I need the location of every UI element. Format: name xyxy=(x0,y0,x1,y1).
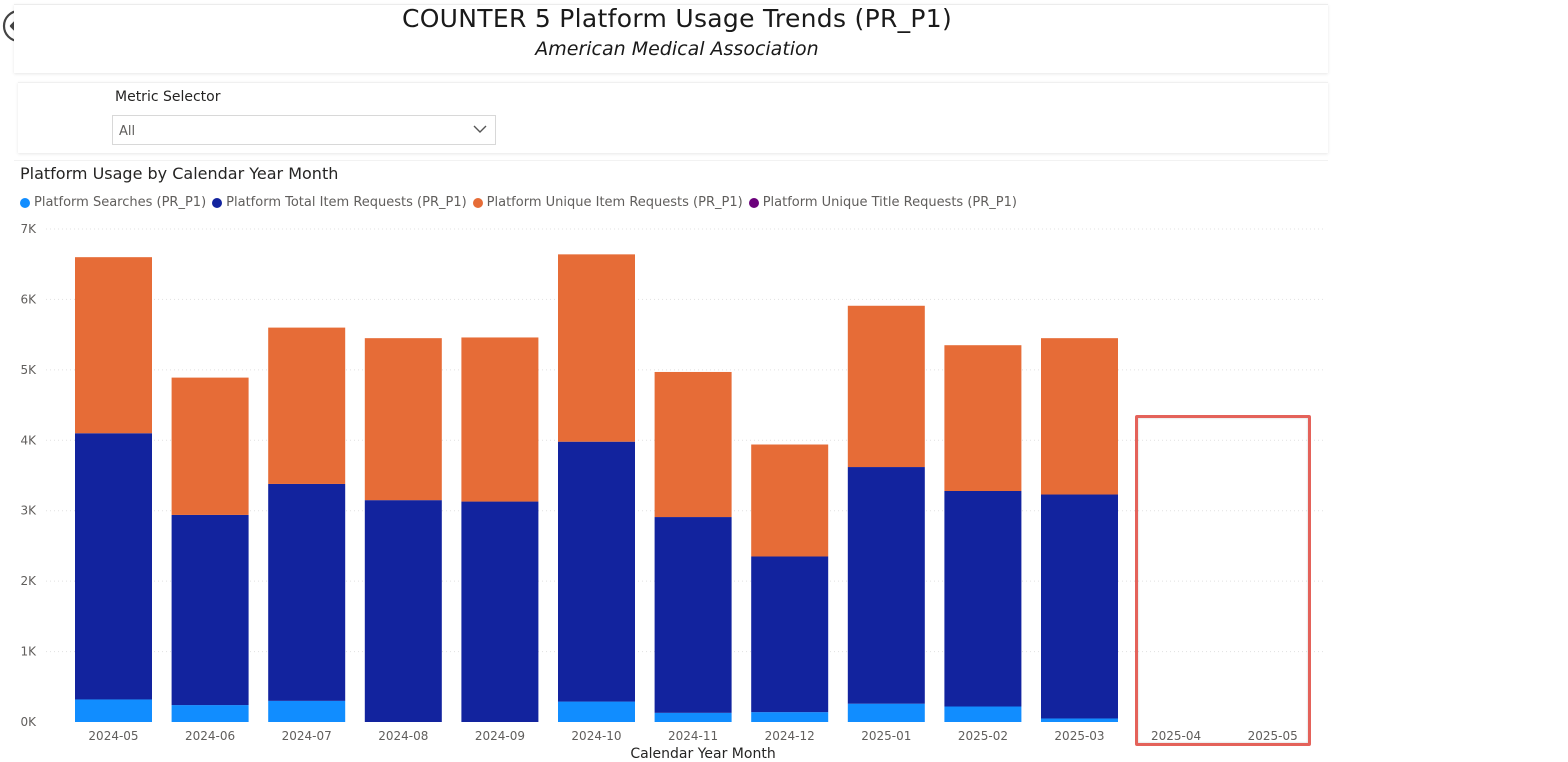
bar-segment[interactable] xyxy=(558,701,635,722)
bar-segment[interactable] xyxy=(751,712,829,722)
x-tick-label: 2025-05 xyxy=(1248,729,1298,743)
metric-selector-value: All xyxy=(119,124,136,139)
x-tick-label: 2024-07 xyxy=(282,729,332,743)
bar-segment[interactable] xyxy=(751,444,829,557)
legend-item[interactable]: Platform Total Item Requests (PR_P1) xyxy=(212,195,467,210)
x-tick-label: 2024-11 xyxy=(668,729,718,743)
bar-segment[interactable] xyxy=(364,338,442,501)
y-tick-label: 1K xyxy=(20,645,37,659)
page-subtitle: American Medical Association xyxy=(535,38,819,60)
bar-segment[interactable] xyxy=(268,327,346,484)
x-tick-label: 2025-04 xyxy=(1151,729,1201,743)
bar-segment[interactable] xyxy=(654,371,732,518)
x-tick-label: 2024-10 xyxy=(571,729,621,743)
bar-segment[interactable] xyxy=(171,705,249,722)
bar-segment[interactable] xyxy=(75,699,152,722)
chart-title: Platform Usage by Calendar Year Month xyxy=(20,164,339,183)
y-tick-label: 4K xyxy=(20,433,37,447)
bar-segment[interactable] xyxy=(171,377,249,515)
bar-segment[interactable] xyxy=(1041,494,1118,719)
bar-segment[interactable] xyxy=(75,257,152,434)
bar-segment[interactable] xyxy=(944,490,1022,707)
x-tick-label: 2024-08 xyxy=(378,729,428,743)
x-tick-label: 2024-12 xyxy=(765,729,815,743)
chart-legend: Platform Searches (PR_P1) Platform Total … xyxy=(20,195,1023,210)
legend-item[interactable]: Platform Unique Title Requests (PR_P1) xyxy=(748,195,1017,210)
legend-dot-icon xyxy=(20,197,30,208)
legend-label: Platform Total Item Requests (PR_P1) xyxy=(226,195,467,210)
x-tick-label: 2024-05 xyxy=(88,729,138,743)
y-tick-label: 5K xyxy=(20,363,37,377)
x-tick-label: 2025-01 xyxy=(861,729,911,743)
bar-segment[interactable] xyxy=(75,433,152,700)
highlight-annotation-box xyxy=(1135,415,1311,746)
y-tick-label: 6K xyxy=(20,292,37,306)
bar-segment[interactable] xyxy=(1041,718,1118,722)
legend-dot-icon xyxy=(748,197,759,208)
legend-label: Platform Unique Title Requests (PR_P1) xyxy=(762,195,1017,210)
bar-segment[interactable] xyxy=(654,712,732,722)
bar-segment[interactable] xyxy=(751,556,829,713)
y-tick-label: 0K xyxy=(20,715,37,729)
filter-panel: Metric Selector All xyxy=(18,82,1328,153)
bar-segment[interactable] xyxy=(268,700,346,722)
x-axis-title: Calendar Year Month xyxy=(630,746,775,761)
bar-segment[interactable] xyxy=(268,483,346,701)
bar-segment[interactable] xyxy=(461,337,539,502)
bar-segment[interactable] xyxy=(364,500,442,722)
metric-selector-dropdown[interactable]: All xyxy=(112,115,496,145)
x-tick-label: 2024-06 xyxy=(185,729,235,743)
x-tick-label: 2025-02 xyxy=(958,729,1008,743)
legend-item[interactable]: Platform Searches (PR_P1) xyxy=(20,195,206,210)
bar-segment[interactable] xyxy=(654,517,732,713)
legend-dot-icon xyxy=(212,197,223,208)
x-tick-label: 2025-03 xyxy=(1054,729,1104,743)
bar-segment[interactable] xyxy=(847,703,925,722)
bar-segment[interactable] xyxy=(1041,338,1118,495)
bar-segment[interactable] xyxy=(558,254,635,442)
page-title: COUNTER 5 Platform Usage Trends (PR_P1) xyxy=(401,4,953,33)
bar-segment[interactable] xyxy=(461,501,539,722)
header-card xyxy=(14,4,1328,73)
metric-selector-label: Metric Selector xyxy=(115,89,221,105)
bar-segment[interactable] xyxy=(847,467,925,704)
legend-label: Platform Unique Item Requests (PR_P1) xyxy=(486,195,743,210)
y-tick-label: 3K xyxy=(20,504,37,518)
legend-label: Platform Searches (PR_P1) xyxy=(34,195,207,210)
y-tick-label: 2K xyxy=(20,574,37,588)
bar-segment[interactable] xyxy=(171,514,249,706)
legend-item[interactable]: Platform Unique Item Requests (PR_P1) xyxy=(472,195,743,210)
y-tick-label: 7K xyxy=(20,222,37,236)
bar-segment[interactable] xyxy=(558,441,635,702)
bar-segment[interactable] xyxy=(944,345,1022,491)
chevron-down-icon[interactable] xyxy=(473,124,487,134)
x-tick-label: 2024-09 xyxy=(475,729,525,743)
bar-segment[interactable] xyxy=(847,305,925,468)
bar-segment[interactable] xyxy=(944,706,1022,722)
legend-dot-icon xyxy=(472,197,483,208)
